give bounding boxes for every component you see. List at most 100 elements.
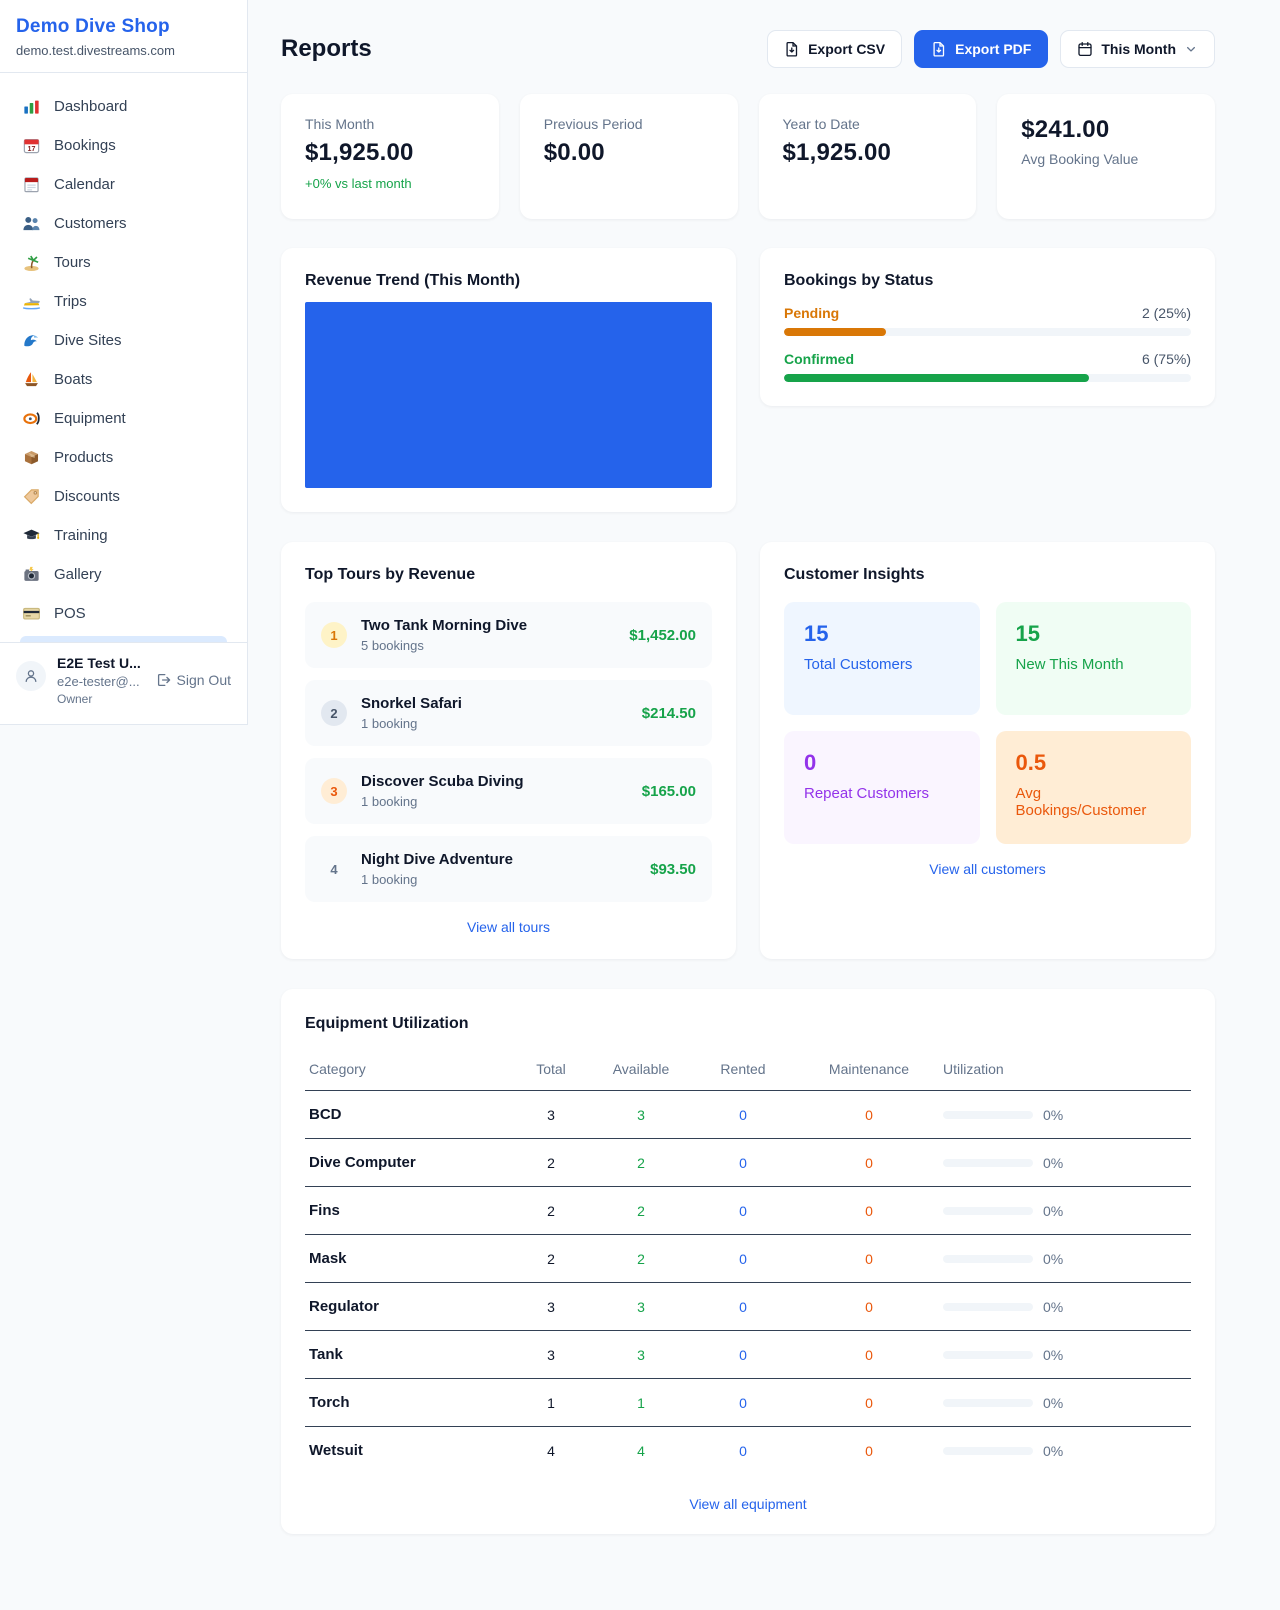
user-role: Owner [57, 692, 93, 706]
sidebar-item-label: POS [54, 605, 86, 622]
table-row: Fins 2 2 0 0 0% [305, 1186, 1191, 1235]
utilization-bar [943, 1350, 1033, 1359]
sidebar: Demo Dive Shop demo.test.divestreams.com… [0, 0, 248, 725]
sidebar-item-gallery[interactable]: Gallery [8, 555, 239, 594]
export-csv-label: Export CSV [808, 41, 886, 57]
top-tours-title: Top Tours by Revenue [305, 566, 476, 583]
sidebar-item-dive-sites[interactable]: Dive Sites [8, 321, 239, 360]
insight-tile-new-this-month: 15 New This Month [995, 602, 1191, 715]
tile-value: 0 [804, 750, 817, 775]
package-icon [22, 448, 41, 467]
insight-tiles: 15 Total Customers 15 New This Month 0 R… [784, 602, 1191, 844]
sidebar-item-label: Tours [54, 254, 91, 271]
rank-badge: 1 [321, 622, 347, 648]
customer-insights-title: Customer Insights [784, 566, 925, 583]
camera-icon [22, 565, 41, 584]
status-value: 2 (25%) [1141, 305, 1191, 321]
tour-amount: $1,452.00 [629, 626, 696, 644]
stat-value: $1,925.00 [782, 139, 892, 166]
sidebar-item-equipment[interactable]: Equipment [8, 399, 239, 438]
wave-icon [22, 331, 41, 350]
table-row: Torch 1 1 0 0 0% [305, 1378, 1191, 1427]
stat-label: Year to Date [782, 116, 860, 132]
view-all-customers-link[interactable]: View all customers [929, 861, 1046, 877]
export-pdf-label: Export PDF [955, 41, 1032, 57]
sidebar-item-calendar[interactable]: Calendar [8, 165, 239, 204]
sign-out-label: Sign Out [176, 672, 231, 688]
status-bar-track [784, 328, 1191, 336]
sidebar-item-tours[interactable]: Tours [8, 243, 239, 282]
sidebar-item-dashboard[interactable]: Dashboard [8, 87, 239, 126]
stat-value: $0.00 [543, 139, 605, 166]
view-all-tours-link[interactable]: View all tours [466, 919, 550, 935]
people-icon [22, 214, 41, 233]
stat-value: $241.00 [1021, 116, 1110, 143]
table-row: Regulator 3 3 0 0 0% [305, 1282, 1191, 1331]
utilization-bar [943, 1254, 1033, 1263]
status-bar-fill [784, 328, 886, 336]
sidebar-item-label: Dashboard [54, 98, 128, 115]
sidebar-nav: Dashboard Bookings Calendar Customers To… [0, 73, 247, 642]
app-domain: demo.test.divestreams.com [16, 43, 175, 58]
tour-bookings: 5 bookings [361, 638, 424, 653]
utilization-bar [943, 1398, 1033, 1407]
sidebar-item-label: Calendar [54, 176, 115, 193]
tour-bookings: 1 booking [361, 794, 418, 809]
utilization-bar [943, 1110, 1033, 1119]
credit-card-icon [22, 604, 41, 623]
tour-name: Two Tank Morning Dive [361, 617, 528, 634]
sailboat-icon [22, 370, 41, 389]
utilization-bar [943, 1206, 1033, 1215]
file-download-icon [931, 41, 947, 57]
tour-list: 1 Two Tank Morning Dive 5 bookings $1,452… [305, 602, 712, 902]
period-dropdown[interactable]: This Month [1060, 30, 1215, 68]
tour-name: Night Dive Adventure [361, 851, 513, 868]
tile-label: Repeat Customers [804, 785, 930, 802]
tour-amount: $214.50 [641, 704, 696, 722]
sidebar-item-label: Bookings [54, 137, 116, 154]
rank-badge: 3 [321, 778, 347, 804]
speedboat-icon [22, 292, 41, 311]
tour-bookings: 1 booking [361, 716, 418, 731]
insight-tile-repeat-customers: 0 Repeat Customers [784, 731, 980, 844]
export-pdf-button[interactable]: Export PDF [914, 30, 1049, 68]
sidebar-item-bookings[interactable]: Bookings [8, 126, 239, 165]
tag-icon [22, 487, 41, 506]
export-csv-button[interactable]: Export CSV [767, 30, 903, 68]
equipment-utilization-card: Equipment Utilization Category Total Ava… [281, 989, 1215, 1534]
stat-value: $1,925.00 [305, 139, 414, 166]
col-utilization: Utilization [939, 1051, 1191, 1091]
tour-name: Discover Scuba Diving [361, 773, 524, 790]
sidebar-item-label: Equipment [54, 410, 126, 427]
col-available: Available [595, 1051, 687, 1091]
sidebar-item-products[interactable]: Products [8, 438, 239, 477]
sidebar-item-label: Trips [54, 293, 87, 310]
utilization-bar [943, 1302, 1033, 1311]
col-total: Total [507, 1051, 595, 1091]
sidebar-item-reports-partial[interactable] [20, 636, 227, 642]
sidebar-item-label: Customers [54, 215, 127, 232]
sidebar-item-customers[interactable]: Customers [8, 204, 239, 243]
insight-tile-avg-bookings: 0.5 Avg Bookings/Customer [995, 731, 1191, 844]
stat-label: This Month [305, 116, 375, 132]
person-icon [23, 668, 39, 684]
sidebar-item-label: Gallery [54, 566, 102, 583]
view-all-equipment-link[interactable]: View all equipment [689, 1496, 807, 1512]
sidebar-item-pos[interactable]: POS [8, 594, 239, 633]
tour-amount: $93.50 [650, 860, 696, 878]
tour-amount: $165.00 [641, 782, 696, 800]
sidebar-item-trips[interactable]: Trips [8, 282, 239, 321]
tile-label: Total Customers [804, 656, 913, 673]
sign-out-button[interactable]: Sign Out [155, 672, 231, 688]
sidebar-item-label: Products [54, 449, 114, 466]
header-actions: Export CSV Export PDF This Month [767, 30, 1215, 68]
user-meta: E2E Test U... e2e-tester@... Owner [57, 655, 144, 706]
sidebar-item-boats[interactable]: Boats [8, 360, 239, 399]
sidebar-item-discounts[interactable]: Discounts [8, 477, 239, 516]
tile-label: New This Month [1015, 656, 1124, 673]
revenue-trend-bar [305, 302, 712, 488]
tile-value: 15 [1015, 621, 1040, 646]
equipment-utilization-title: Equipment Utilization [305, 1015, 469, 1032]
charts-row: Revenue Trend (This Month) Bookings by S… [281, 248, 1215, 512]
sidebar-item-training[interactable]: Training [8, 516, 239, 555]
